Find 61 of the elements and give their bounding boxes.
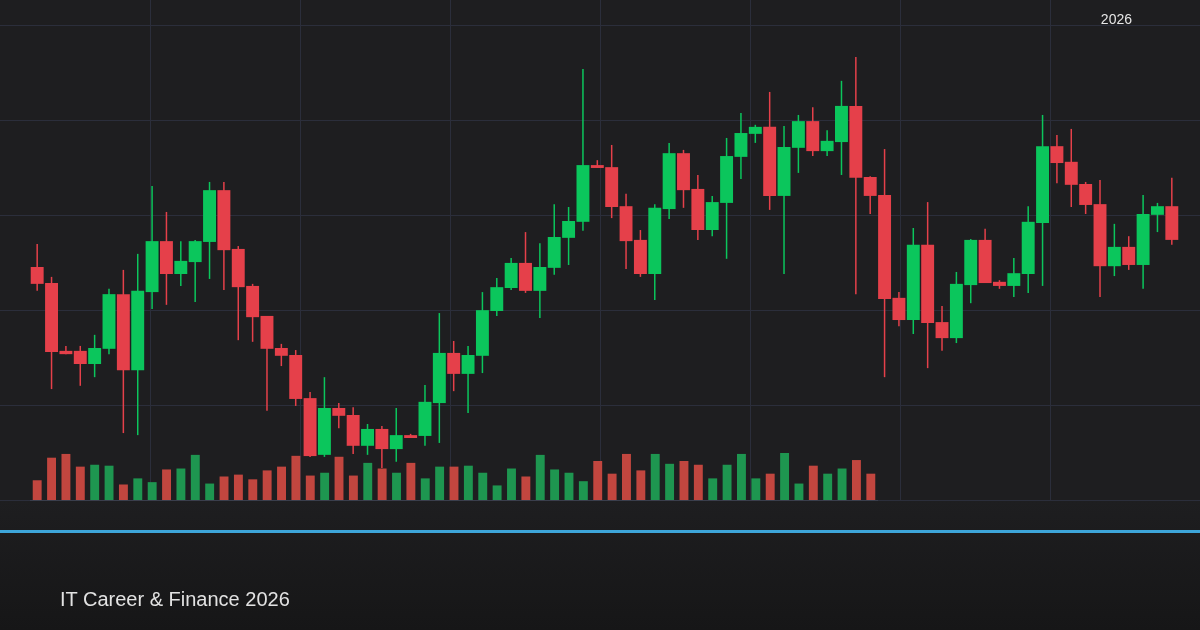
bar bbox=[406, 462, 416, 500]
bar bbox=[277, 466, 286, 500]
bar bbox=[176, 468, 186, 500]
bar bbox=[363, 462, 373, 500]
bar bbox=[550, 469, 560, 500]
bar bbox=[593, 460, 603, 500]
bar bbox=[535, 454, 545, 500]
bar bbox=[61, 453, 71, 500]
bar bbox=[435, 466, 445, 500]
bar bbox=[578, 481, 588, 500]
bar bbox=[794, 483, 804, 500]
bar bbox=[32, 480, 42, 500]
bar bbox=[190, 454, 200, 500]
bar bbox=[233, 474, 243, 500]
bar bbox=[780, 453, 790, 500]
bar bbox=[737, 453, 746, 500]
bar bbox=[492, 485, 502, 500]
bar bbox=[420, 478, 430, 500]
bar bbox=[47, 457, 57, 500]
candlestick bbox=[533, 243, 547, 318]
bar bbox=[75, 466, 85, 500]
bar bbox=[823, 473, 833, 500]
bar bbox=[90, 464, 100, 500]
bar bbox=[636, 470, 646, 500]
bar bbox=[348, 475, 358, 500]
bar bbox=[808, 465, 818, 500]
bar bbox=[463, 465, 473, 500]
candlestick bbox=[389, 407, 403, 462]
bar bbox=[665, 463, 675, 500]
bar bbox=[693, 464, 703, 500]
bar bbox=[866, 473, 876, 500]
bar bbox=[765, 473, 775, 500]
bar bbox=[133, 478, 143, 500]
bar bbox=[162, 469, 171, 500]
bar bbox=[118, 484, 128, 500]
bar bbox=[104, 465, 114, 500]
bar bbox=[622, 453, 631, 500]
bar bbox=[377, 468, 387, 500]
bar bbox=[837, 468, 847, 500]
bar bbox=[392, 472, 401, 500]
bar bbox=[262, 470, 272, 500]
bar bbox=[478, 472, 488, 500]
bar bbox=[751, 478, 761, 500]
bar bbox=[708, 478, 718, 500]
bar bbox=[305, 475, 315, 500]
candlestick bbox=[849, 57, 863, 295]
bar bbox=[722, 464, 732, 500]
bar bbox=[320, 472, 330, 500]
bar bbox=[851, 460, 861, 500]
bar bbox=[507, 468, 516, 500]
bar bbox=[291, 455, 301, 500]
bar bbox=[248, 479, 258, 500]
bar bbox=[607, 473, 617, 500]
text: 2026 bbox=[1100, 11, 1132, 27]
bar bbox=[521, 476, 531, 500]
candlestick bbox=[174, 241, 188, 286]
bar bbox=[679, 460, 689, 500]
bar bbox=[650, 453, 660, 500]
bar bbox=[205, 483, 215, 500]
bar bbox=[147, 482, 157, 500]
text: IT Career & Finance 2026 bbox=[60, 588, 290, 611]
